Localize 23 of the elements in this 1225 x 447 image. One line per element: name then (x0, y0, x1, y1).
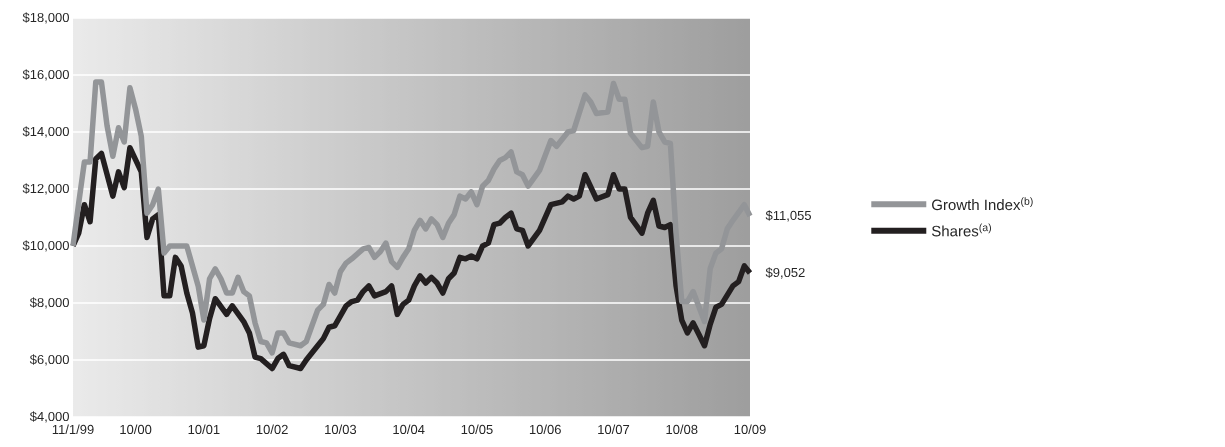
x-tick-label: 10/03 (325, 424, 357, 435)
x-tick-label: 10/07 (598, 424, 630, 435)
legend-label: Growth Index$^{(b)}$ (932, 197, 1033, 211)
x-tick-label: 10/00 (120, 424, 152, 435)
x-tick-label: 10/06 (529, 424, 561, 435)
y-tick-label: $14,000 (22, 126, 69, 138)
y-tick-label: $16,000 (22, 69, 69, 81)
legend-label: Shares$^{(a)}$ (931, 223, 991, 237)
x-tick-label: 10/04 (393, 424, 425, 435)
x-tick-label: 10/05 (461, 424, 493, 435)
annotation: $9,052 (765, 267, 805, 279)
y-tick-label: $10,000 (22, 240, 69, 252)
x-tick-label: 11/1/99 (52, 424, 94, 435)
y-tick-label: $4,000 (29, 411, 69, 423)
y-tick-label: $18,000 (22, 12, 69, 24)
x-tick-label: 10/08 (666, 424, 698, 435)
annotation: $11,055 (765, 210, 812, 222)
y-tick-label: $6,000 (29, 354, 69, 366)
x-tick-label: 10/01 (188, 424, 220, 435)
x-tick-label: 10/02 (256, 424, 288, 435)
y-tick-label: $12,000 (22, 183, 69, 195)
x-tick-label: 10/09 (734, 424, 766, 435)
y-tick-label: $8,000 (29, 297, 69, 309)
